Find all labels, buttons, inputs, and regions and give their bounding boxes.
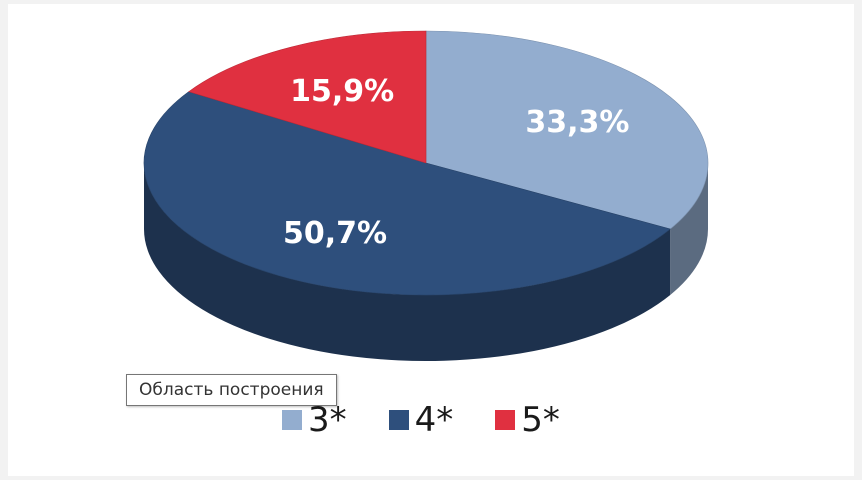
legend-swatch-4-star — [388, 410, 409, 430]
plot-area-tooltip: Область построения — [126, 374, 337, 406]
data-label-5-star: 15,9% — [290, 74, 394, 109]
pie-side-3-star — [670, 163, 708, 295]
legend: 3* 4* 5* — [282, 400, 560, 440]
legend-label-5-star: 5* — [521, 400, 560, 440]
pie-slice-5-star[interactable] — [188, 30, 427, 164]
pie-side-walls — [144, 163, 708, 361]
legend-label-4-star: 4* — [414, 400, 454, 440]
legend-swatch-5-star — [495, 410, 516, 430]
data-label-4-star: 50,7% — [283, 216, 387, 251]
pie-side-4-star — [144, 163, 671, 361]
legend-label-3-star: 3* — [308, 400, 347, 440]
legend-swatch-3-star — [282, 410, 302, 430]
legend-item-5-star[interactable]: 5* — [495, 400, 560, 440]
pie-slice-4-star[interactable] — [143, 91, 671, 296]
pie-top — [143, 30, 709, 296]
legend-item-3-star[interactable]: 3* — [282, 400, 347, 440]
data-label-3-star: 33,3% — [525, 105, 629, 140]
pie-slice-3-star[interactable] — [425, 30, 709, 230]
legend-item-4-star[interactable]: 4* — [388, 400, 454, 440]
